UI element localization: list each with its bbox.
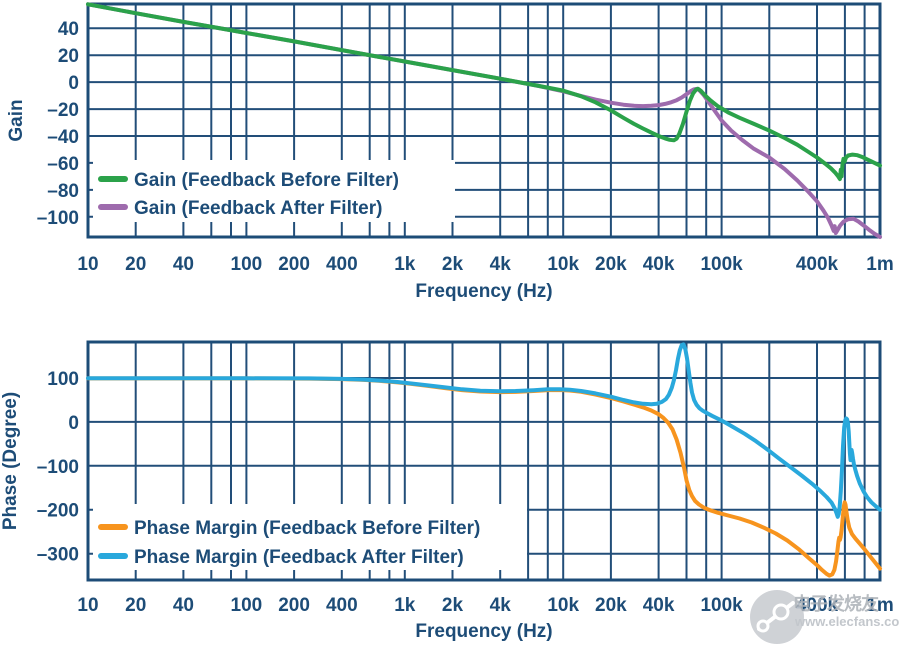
x-tick-label: 10k [547,254,579,275]
legend-label: Phase Margin (Feedback After Filter) [134,547,464,568]
y-tick-label: 40 [58,19,79,40]
y-tick-label: –80 [47,181,79,202]
legend-label: Phase Margin (Feedback Before Filter) [134,518,480,539]
x-tick-label: 200 [278,595,310,616]
chart-canvas: Phase Margin (Feedback Before Filter) Pha… [0,340,894,642]
x-tick-label: 10 [77,254,98,275]
y-tick-label: 100 [47,369,79,390]
plot-border [86,340,882,582]
x-tick-label: 4k [490,254,512,275]
legend-background [93,160,455,222]
x-tick-label: 400k [796,595,839,616]
y-tick-label: –60 [47,154,79,175]
plot-border [86,2,882,239]
x-tick-label: 40 [173,254,194,275]
x-tick-label: 2k [442,254,464,275]
x-tick-label: 400 [326,595,358,616]
x-tick-label: 100k [700,595,743,616]
x-tick-label: 40k [643,254,675,275]
y-tick-label: 0 [68,413,79,434]
x-tick-label: 1k [394,595,416,616]
x-tick-label: 10 [77,595,98,616]
x-tick-label: 4k [490,595,512,616]
x-tick-label: 100 [231,595,263,616]
legend-background [93,504,527,570]
x-tick-label: 10k [547,595,579,616]
x-tick-label: 20k [595,595,627,616]
y-tick-label: –100 [37,208,79,229]
phase-bode-chart: Phase Margin (Feedback Before Filter) Pha… [0,330,900,647]
x-tick-label: 100 [231,254,263,275]
legend-label: Gain (Feedback After Filter) [134,198,382,219]
x-tick-label: 1k [394,254,416,275]
x-tick-label: 1m [866,254,893,275]
x-tick-label: 20 [125,595,146,616]
x-axis-title: Frequency (Hz) [415,621,552,642]
x-tick-label: 20k [595,254,627,275]
x-tick-label: 40 [173,595,194,616]
y-tick-label: –100 [37,457,79,478]
x-tick-label: 40k [643,595,675,616]
y-tick-label: –200 [37,501,79,522]
x-tick-label: 400k [796,254,839,275]
series-line-1 [86,342,882,519]
y-tick-label: 0 [68,73,79,94]
y-tick-label: 20 [58,46,79,67]
y-tick-label: –300 [37,545,79,566]
y-axis-title: Gain [6,99,27,141]
x-tick-label: 20 [125,254,146,275]
chart-canvas: Gain (Feedback Before Filter) Gain (Feedb… [6,2,894,302]
series-line-0 [86,2,882,182]
x-axis-title: Frequency (Hz) [415,281,552,302]
y-axis-title: Phase (Degree) [0,392,21,530]
gain-bode-chart: Gain (Feedback Before Filter) Gain (Feedb… [6,2,894,302]
x-tick-label: 1m [866,595,893,616]
x-tick-label: 400 [326,254,358,275]
x-tick-label: 200 [278,254,310,275]
y-tick-label: –40 [47,127,79,148]
y-tick-label: –20 [47,100,79,121]
x-tick-label: 2k [442,595,464,616]
x-tick-label: 100k [700,254,743,275]
legend-label: Gain (Feedback Before Filter) [134,170,399,191]
